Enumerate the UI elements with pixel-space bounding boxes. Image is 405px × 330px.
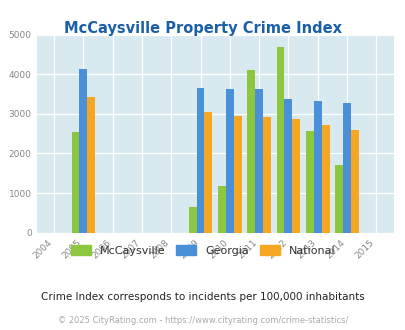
Bar (342, 103, 350, 233)
Bar (313, 101, 321, 233)
Bar (305, 131, 313, 233)
Text: Crime Index corresponds to incidents per 100,000 inhabitants: Crime Index corresponds to incidents per… (41, 292, 364, 302)
Bar (87, 97, 95, 233)
Bar (292, 119, 300, 233)
Bar (233, 116, 241, 233)
Bar (262, 116, 270, 233)
Bar (284, 99, 292, 233)
Bar (71, 132, 79, 233)
Bar (350, 130, 358, 233)
Bar (254, 89, 262, 233)
Bar (334, 165, 342, 233)
Bar (196, 88, 204, 233)
Bar (188, 207, 196, 233)
Bar (217, 186, 225, 233)
Bar (225, 89, 233, 233)
Bar (321, 125, 329, 233)
Bar (247, 70, 254, 233)
Legend: McCaysville, Georgia, National: McCaysville, Georgia, National (66, 241, 339, 260)
Bar (79, 70, 87, 233)
Text: © 2025 CityRating.com - https://www.cityrating.com/crime-statistics/: © 2025 CityRating.com - https://www.city… (58, 315, 347, 325)
Bar (276, 47, 284, 233)
Bar (204, 112, 212, 233)
Text: McCaysville Property Crime Index: McCaysville Property Crime Index (64, 21, 341, 36)
